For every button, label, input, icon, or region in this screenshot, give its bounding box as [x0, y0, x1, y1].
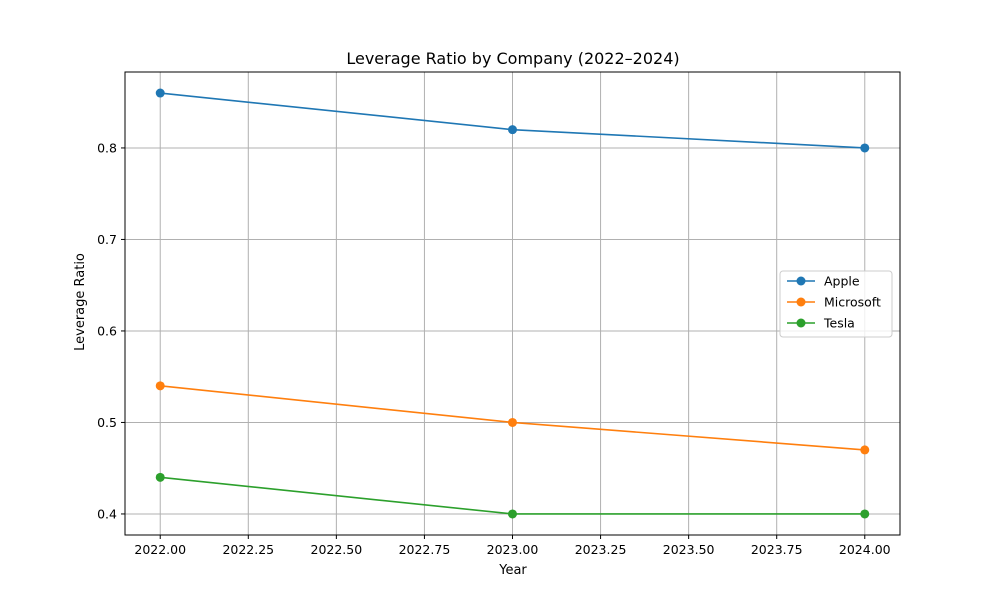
- x-axis-title: Year: [498, 563, 527, 578]
- legend-label: Apple: [824, 274, 860, 289]
- series-tesla: [155, 472, 870, 519]
- data-point-microsoft: [860, 445, 870, 455]
- x-tick-label: 2022.75: [399, 542, 451, 557]
- legend-swatch-marker: [796, 276, 806, 286]
- x-tick-label: 2023.00: [487, 542, 539, 557]
- series-layer: [155, 88, 870, 519]
- data-point-microsoft: [155, 381, 165, 391]
- legend-box: [779, 270, 893, 338]
- data-point-tesla: [508, 509, 517, 519]
- legend-label: Microsoft: [824, 295, 881, 310]
- data-point-microsoft: [508, 417, 517, 427]
- y-axis: 0.4 0.5 0.6 0.7 0.8: [97, 140, 125, 521]
- series-apple: [155, 88, 870, 153]
- legend-label: Tesla: [823, 316, 855, 331]
- data-point-apple: [508, 125, 517, 135]
- y-tick-label: 0.8: [97, 140, 117, 155]
- x-tick-label: 2023.50: [663, 542, 715, 557]
- data-point-apple: [155, 88, 165, 98]
- data-point-apple: [860, 143, 870, 153]
- data-point-tesla: [155, 472, 165, 482]
- legend-item-apple: Apple: [787, 274, 860, 289]
- x-tick-label: 2024.00: [839, 542, 891, 557]
- x-tick-label: 2022.25: [222, 542, 274, 557]
- legend-item-tesla: Tesla: [787, 316, 855, 331]
- legend-swatch-marker: [796, 318, 806, 328]
- x-tick-label: 2023.25: [575, 542, 627, 557]
- x-tick-label: 2022.50: [311, 542, 363, 557]
- y-tick-label: 0.6: [97, 323, 117, 338]
- legend-swatch-marker: [796, 297, 806, 307]
- legend-item-microsoft: Microsoft: [787, 295, 881, 310]
- x-tick-label: 2023.75: [751, 542, 803, 557]
- y-tick-label: 0.4: [97, 506, 117, 521]
- legend: Apple Microsoft Tesla: [779, 270, 893, 338]
- y-tick-label: 0.5: [97, 415, 117, 430]
- series-microsoft: [155, 381, 870, 455]
- y-axis-title: Leverage Ratio: [73, 253, 88, 351]
- chart-title: Leverage Ratio by Company (2022–2024): [346, 49, 679, 68]
- data-point-tesla: [860, 509, 870, 519]
- x-axis: 2022.00 2022.25 2022.50 2022.75 2023.00 2023.…: [134, 535, 891, 557]
- x-tick-label: 2022.00: [134, 542, 186, 557]
- y-tick-label: 0.7: [97, 232, 117, 247]
